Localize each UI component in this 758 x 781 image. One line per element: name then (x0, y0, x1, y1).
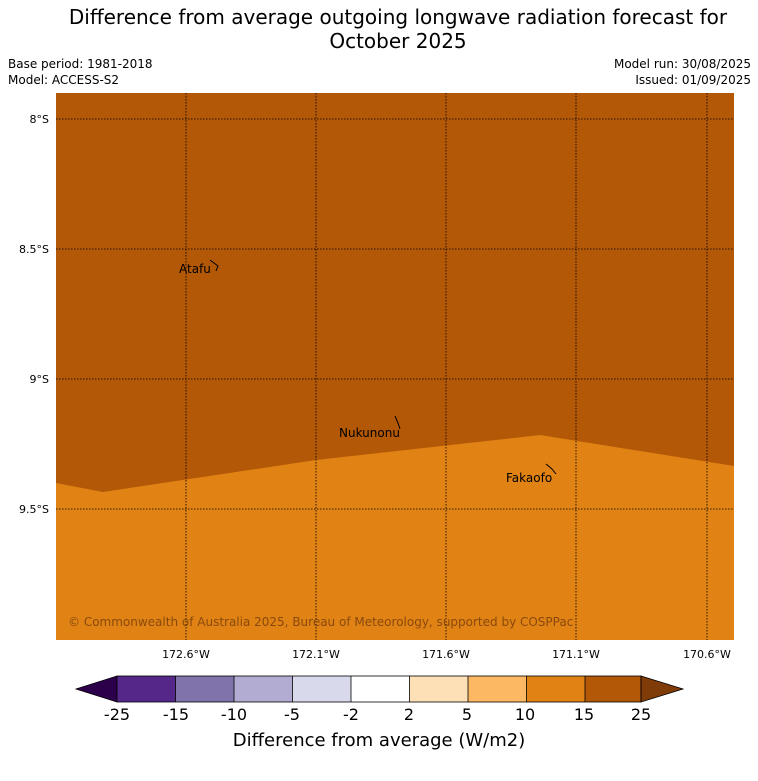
colorbar-bin-7 (468, 676, 527, 702)
meta-right: Model run: 30/08/2025 Issued: 01/09/2025 (614, 56, 751, 88)
model-name: Model: ACCESS-S2 (8, 73, 120, 87)
colorbar-bin-4 (292, 676, 351, 702)
base-period: Base period: 1981-2018 (8, 57, 153, 71)
colorbar-tick-10: 25 (630, 705, 652, 724)
place-label-atafu: Atafu (179, 262, 211, 276)
lon-label-3: 171.6°W (422, 648, 470, 661)
title-line-1: Difference from average outgoing longwav… (68, 5, 728, 29)
colorbar-bin-5 (351, 676, 410, 702)
lat-label-2: 8.5°S (19, 243, 49, 256)
lon-label-1: 172.6°W (162, 648, 210, 661)
lon-label-5: 170.6°W (683, 648, 731, 661)
region-moderate (56, 435, 734, 640)
copyright-notice: © Commonwealth of Australia 2025, Bureau… (68, 615, 573, 629)
title-line-2: October 2025 (329, 29, 467, 53)
colorbar-tick-6: 2 (403, 705, 415, 724)
colorbar-tick-2: -15 (162, 705, 190, 724)
lon-label-4: 171.1°W (552, 648, 600, 661)
colorbar-bin-8 (526, 676, 585, 702)
colorbar-tick-9: 15 (573, 705, 595, 724)
nukunonu-island-marker (394, 415, 401, 430)
colorbar-title: Difference from average (W/m2) (232, 730, 526, 751)
colorbar-tick-7: 5 (461, 705, 473, 724)
lat-label-3: 9°S (30, 373, 49, 386)
lat-label-4: 9.5°S (19, 503, 49, 516)
chart-title: Difference from average outgoing longwav… (0, 5, 758, 53)
colorbar-tick-1: -25 (103, 705, 131, 724)
colorbar-bin-6 (409, 676, 468, 702)
gridlines (56, 93, 734, 640)
colorbar-extend-high (640, 675, 685, 703)
model-run: Model run: 30/08/2025 (613, 57, 751, 71)
colorbar-tick-5: -2 (343, 705, 359, 724)
colorbar-tick-8: 10 (514, 705, 536, 724)
colorbar-extend-low (74, 675, 118, 703)
meta-left: Base period: 1981-2018 Model: ACCESS-S2 (8, 56, 153, 88)
colorbar-bin-2 (175, 676, 234, 702)
colorbar-tick-3: -10 (220, 705, 248, 724)
colorbar-bin-1 (117, 676, 176, 702)
colorbar-bin-3 (234, 676, 293, 702)
place-label-fakaofo: Fakaofo (506, 471, 552, 485)
colorbar-bin-9 (585, 676, 641, 702)
lat-label-1: 8°S (30, 113, 49, 126)
fakaofo-island-marker (545, 463, 557, 475)
atafu-island-marker (209, 259, 219, 272)
issued-date: Issued: 01/09/2025 (635, 73, 751, 87)
colorbar-outline (116, 675, 642, 703)
place-label-nukunonu: Nukunonu (339, 426, 400, 440)
colorbar-tick-4: -5 (284, 705, 300, 724)
lon-label-2: 172.1°W (292, 648, 340, 661)
